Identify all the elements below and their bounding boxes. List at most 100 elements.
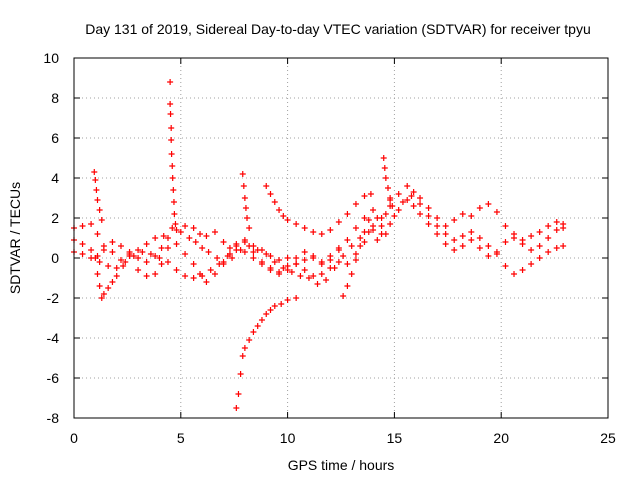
data-point <box>203 233 210 239</box>
data-point <box>323 277 330 283</box>
data-point <box>417 201 424 207</box>
data-point <box>120 263 127 269</box>
data-point <box>381 165 388 171</box>
data-point <box>233 405 240 411</box>
data-point <box>254 323 261 329</box>
data-point <box>172 221 179 227</box>
y-tick-label: 10 <box>43 50 59 66</box>
data-point <box>88 255 95 261</box>
data-point <box>293 261 300 267</box>
data-point <box>399 199 406 205</box>
data-point <box>536 243 543 249</box>
data-point <box>451 247 458 253</box>
data-point <box>117 243 124 249</box>
y-tick-label: -8 <box>47 410 60 426</box>
data-point <box>109 249 116 255</box>
data-point <box>158 261 165 267</box>
data-point <box>442 241 449 247</box>
data-point <box>476 235 483 241</box>
data-point <box>374 215 381 221</box>
data-point <box>113 265 120 271</box>
data-point <box>459 233 466 239</box>
data-point <box>244 215 251 221</box>
data-point <box>451 237 458 243</box>
data-point <box>92 177 99 183</box>
data-point <box>246 243 253 249</box>
x-tick-label: 20 <box>493 430 509 446</box>
data-point <box>476 205 483 211</box>
data-point <box>276 207 283 213</box>
data-point <box>284 267 291 273</box>
data-point <box>235 391 242 397</box>
data-point <box>408 193 415 199</box>
data-point <box>240 183 247 189</box>
y-tick-label: 8 <box>51 90 59 106</box>
data-point <box>476 245 483 251</box>
data-point <box>468 237 475 243</box>
data-point <box>130 253 137 259</box>
y-axis-label: SDTVAR / TECUs <box>7 182 23 294</box>
data-point <box>348 271 355 277</box>
data-point <box>293 295 300 301</box>
data-point <box>361 215 368 221</box>
data-point <box>305 275 312 281</box>
data-point <box>152 253 159 259</box>
data-point <box>378 223 385 229</box>
data-point <box>220 239 227 245</box>
data-point <box>263 251 270 257</box>
data-point <box>186 235 193 241</box>
data-point <box>352 251 359 257</box>
data-point <box>126 251 133 257</box>
data-point <box>485 253 492 259</box>
data-point <box>310 255 317 261</box>
chart-title: Day 131 of 2019, Sidereal Day-to-day VTE… <box>85 21 591 37</box>
data-point <box>425 205 432 211</box>
data-point <box>224 253 231 259</box>
data-point <box>169 225 176 231</box>
data-point <box>88 221 95 227</box>
data-point <box>241 239 248 245</box>
data-point <box>246 225 253 231</box>
data-point <box>173 227 180 233</box>
data-point <box>442 231 449 237</box>
data-point <box>135 247 142 253</box>
data-point <box>164 245 171 251</box>
data-point <box>318 271 325 277</box>
data-point <box>395 191 402 197</box>
data-point <box>335 219 342 225</box>
data-point <box>169 163 176 169</box>
data-point <box>100 247 107 253</box>
data-point <box>442 223 449 229</box>
data-point <box>553 219 560 225</box>
data-point <box>387 195 394 201</box>
data-point <box>344 261 351 267</box>
data-point <box>318 259 325 265</box>
data-point <box>536 229 543 235</box>
series-spike-14.5h <box>380 155 396 209</box>
data-point <box>190 261 197 267</box>
data-point <box>301 225 308 231</box>
data-point <box>519 237 526 243</box>
data-point <box>190 225 197 231</box>
data-point <box>88 247 95 253</box>
data-point <box>519 267 526 273</box>
data-point <box>528 261 535 267</box>
data-point <box>284 297 291 303</box>
series-spike-8h <box>239 171 253 231</box>
data-point <box>352 225 359 231</box>
data-point <box>545 249 552 255</box>
data-point <box>98 295 105 301</box>
data-point <box>79 241 86 247</box>
series-track-b <box>71 197 567 285</box>
y-tick-label: -6 <box>47 370 60 386</box>
data-point <box>318 231 325 237</box>
data-point <box>340 253 347 259</box>
data-point <box>468 229 475 235</box>
data-point <box>171 211 178 217</box>
data-point <box>382 211 389 217</box>
data-point <box>182 251 189 257</box>
series-track-a <box>71 183 567 279</box>
data-point <box>276 271 283 277</box>
data-point <box>152 235 159 241</box>
data-point <box>284 255 291 261</box>
